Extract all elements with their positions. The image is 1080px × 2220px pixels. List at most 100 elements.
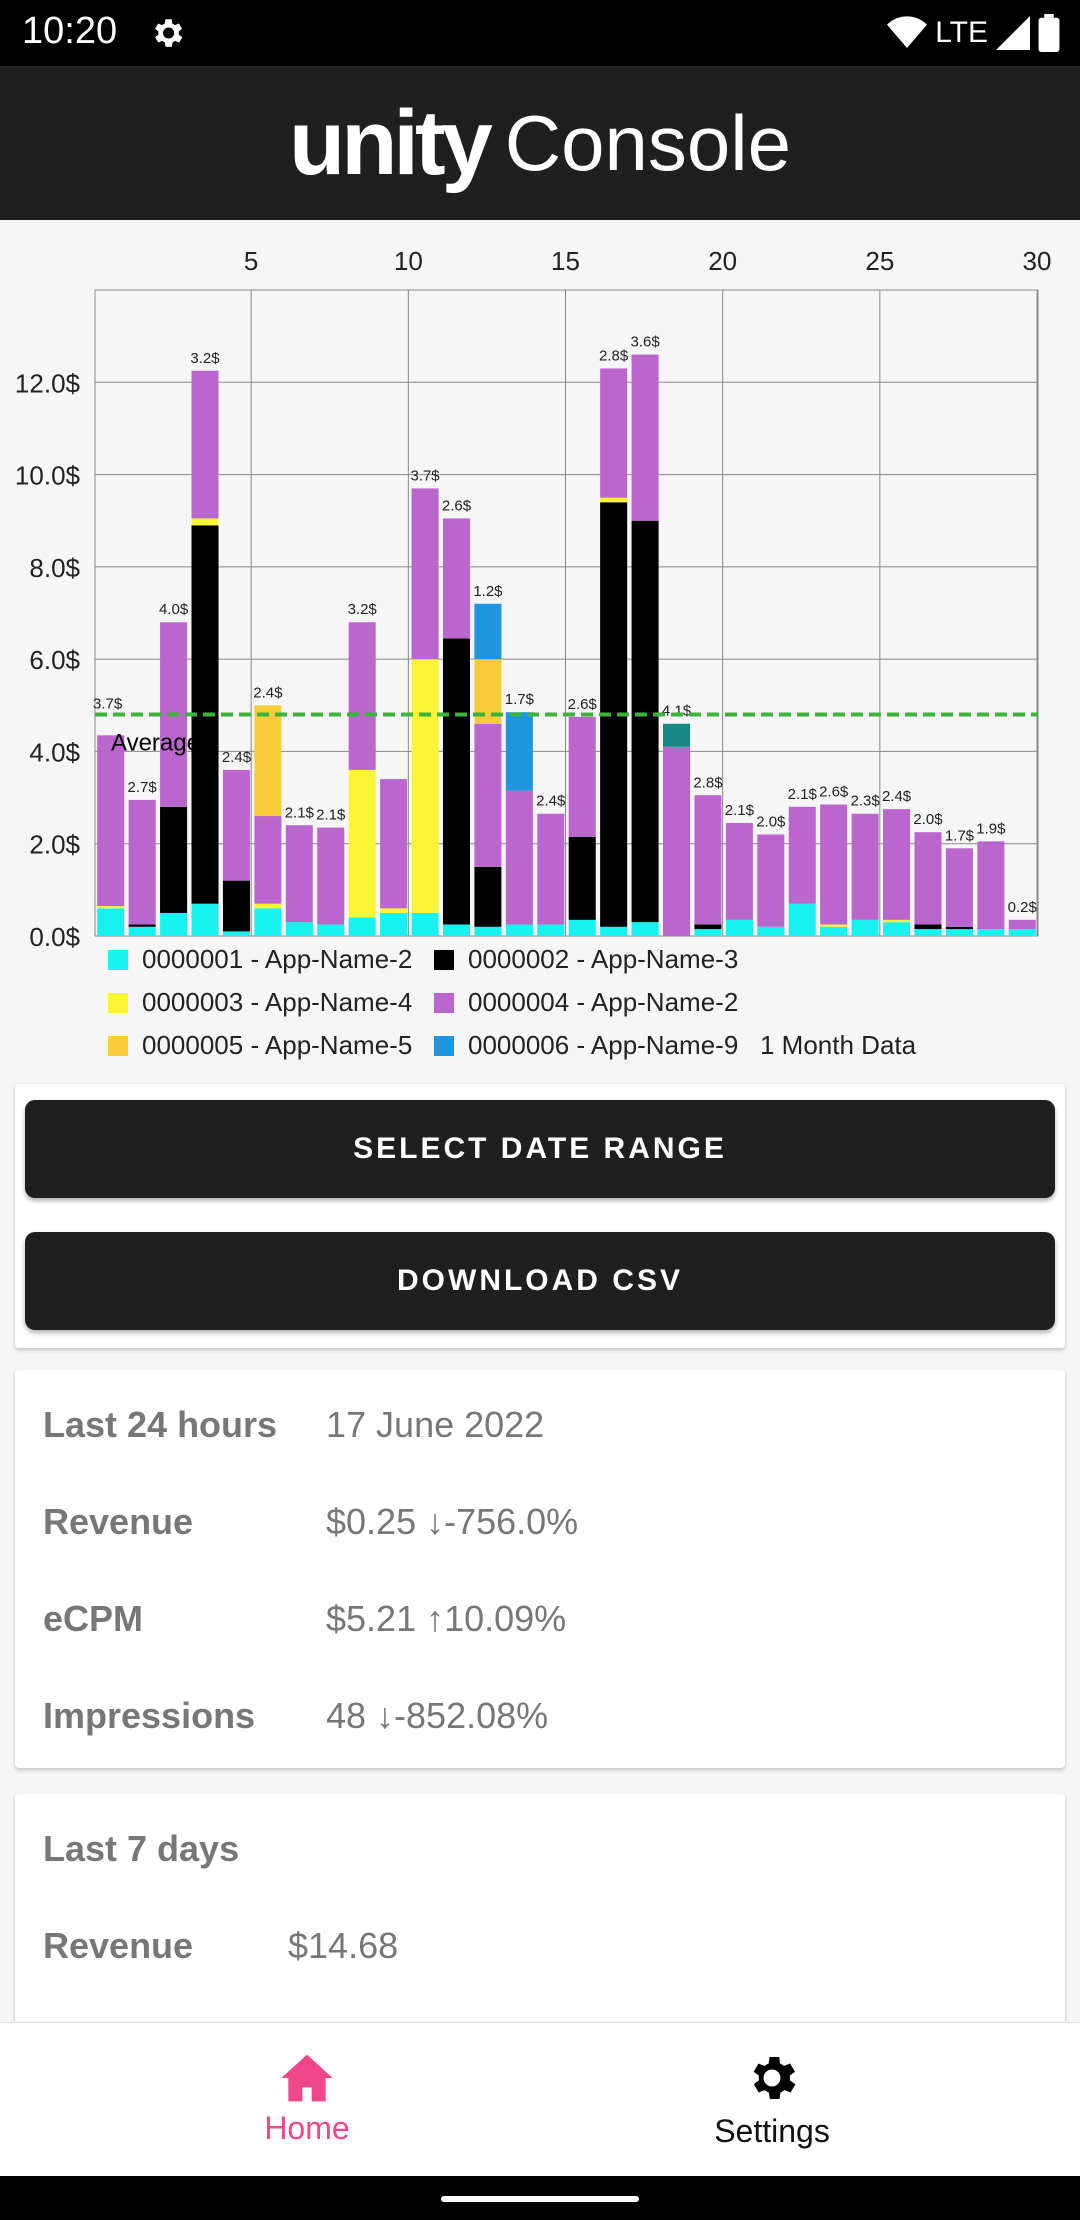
legend-item: 0000001 - App-Name-2 [108, 944, 412, 975]
y-tick-label: 0.0$ [29, 922, 80, 950]
bar-segment [883, 919, 911, 923]
bar-segment [663, 723, 691, 747]
impressions-label: Impressions [43, 1695, 256, 1736]
bar-segment [725, 919, 753, 936]
revenue-label: Revenue [43, 1925, 194, 1966]
bar-segment [977, 929, 1005, 936]
bar-segment [631, 354, 659, 521]
bar-value-label: 2.4$ [253, 684, 283, 701]
legend-item: 0000002 - App-Name-3 [434, 944, 738, 975]
legend-label: 0000001 - App-Name-2 [142, 944, 413, 974]
bar-segment [97, 906, 125, 909]
legend-swatch [108, 992, 128, 1013]
revenue-chart[interactable]: 0.0$ 2.0$ 4.0$ 6.0$ 8.0$ 10.0$ 12.0$ 5 10 15 20 25 3… [0, 220, 1080, 1080]
nav-settings-tab[interactable]: Settings [502, 2022, 1042, 2176]
bar-segment [191, 518, 219, 526]
revenue-value: $14.68 [288, 1925, 399, 1966]
legend-item: 0000004 - App-Name-2 [434, 987, 738, 1018]
bar-segment [820, 804, 848, 925]
nav-settings-label: Settings [714, 2112, 830, 2149]
x-tick-label: 25 [865, 246, 894, 276]
average-value-label: 3.7$ [93, 696, 123, 713]
home-gesture-handle[interactable] [441, 2196, 639, 2202]
x-tick-label: 15 [551, 246, 580, 276]
status-bar: 10:20 LTE [0, 0, 1080, 66]
bar-value-label: 2.7$ [128, 779, 158, 796]
wifi-icon [887, 16, 928, 48]
gear-icon [154, 19, 183, 47]
bar-value-label: 2.4$ [222, 749, 252, 766]
bar-value-label: 2.6$ [442, 497, 472, 514]
legend-label: 0000006 - App-Name-9 [468, 1030, 739, 1060]
last-24-hours-card: Last 24 hours 17 June 2022 Revenue $0.25… [15, 1370, 1065, 1768]
bar-segment [285, 922, 313, 936]
bar-segment [694, 924, 722, 930]
signal-icon [996, 16, 1030, 50]
bar-segment [883, 922, 911, 936]
ecpm-label: eCPM [43, 1598, 144, 1639]
x-tick-label: 30 [1023, 246, 1052, 276]
bar-segment [254, 903, 282, 909]
bar-segment [474, 723, 502, 867]
bar-segment [1008, 919, 1036, 930]
y-tick-label: 6.0$ [29, 645, 80, 675]
x-tick-label: 20 [708, 246, 737, 276]
status-time: 10:20 [22, 10, 118, 52]
bar-segment [820, 924, 848, 927]
nav-home-label: Home [264, 2109, 350, 2146]
bar-segment [411, 488, 439, 660]
bar-segment [505, 790, 533, 925]
logo-console: Console [504, 98, 791, 187]
chart-svg: 0.0$ 2.0$ 4.0$ 6.0$ 8.0$ 10.0$ 12.0$ 5 10 15 20 25 3… [15, 246, 1052, 950]
bar-segment [631, 520, 659, 923]
bar-segment [883, 809, 911, 920]
bar-value-label: 2.1$ [725, 802, 755, 819]
bar-segment [663, 746, 691, 936]
legend-item: 0000003 - App-Name-4 [108, 987, 412, 1018]
bar-segment [945, 848, 973, 927]
bar-segment [1008, 929, 1036, 936]
bar-segment [222, 769, 250, 881]
bar-value-label: 2.3$ [851, 793, 881, 810]
bar-segment [694, 929, 722, 936]
plot-area [95, 290, 1038, 936]
bar-segment [725, 822, 753, 920]
download-csv-button[interactable]: DOWNLOAD CSV [25, 1232, 1055, 1330]
bar-segment [600, 497, 628, 503]
bar-value-label: 0.2$ [1008, 899, 1038, 916]
battery-icon [1038, 14, 1060, 52]
bar-segment [191, 903, 219, 936]
bar-segment [317, 924, 345, 936]
card-title: Last 7 days [43, 1828, 240, 1869]
bar-segment [411, 659, 439, 913]
revenue-label: Revenue [43, 1501, 194, 1542]
bar-value-label: 1.9$ [976, 820, 1006, 837]
y-tick-label: 4.0$ [29, 737, 80, 767]
legend-label: 0000002 - App-Name-3 [468, 944, 739, 974]
bar-segment [820, 926, 848, 936]
legend-item: 0000005 - App-Name-5 [108, 1030, 412, 1061]
x-tick-label: 10 [394, 246, 423, 276]
bar-segment [474, 866, 502, 927]
network-type: LTE [935, 16, 988, 49]
bar-value-label: 2.1$ [316, 807, 346, 824]
legend-label: 0000005 - App-Name-5 [142, 1030, 413, 1060]
y-tick-label: 10.0$ [15, 461, 81, 491]
bar-segment [317, 827, 345, 925]
bar-value-label: 2.4$ [882, 788, 912, 805]
bar-segment [380, 779, 408, 909]
legend-swatch [434, 1035, 454, 1056]
revenue-value: $0.25 ↓-756.0% [326, 1501, 579, 1542]
bar-segment [254, 908, 282, 936]
nav-home-tab[interactable]: Home [37, 2022, 577, 2176]
card-title: Last 24 hours [43, 1404, 278, 1445]
legend-swatch [108, 949, 128, 970]
bar-value-label: 2.6$ [819, 783, 849, 800]
bar-segment [160, 806, 188, 913]
select-date-range-button[interactable]: SELECT DATE RANGE [25, 1100, 1055, 1198]
bar-value-label: 3.6$ [630, 334, 660, 351]
bar-value-label: 2.0$ [913, 811, 943, 828]
bar-value-label: 2.1$ [788, 786, 818, 803]
legend-swatch [434, 949, 454, 970]
bar-segment [128, 799, 156, 925]
